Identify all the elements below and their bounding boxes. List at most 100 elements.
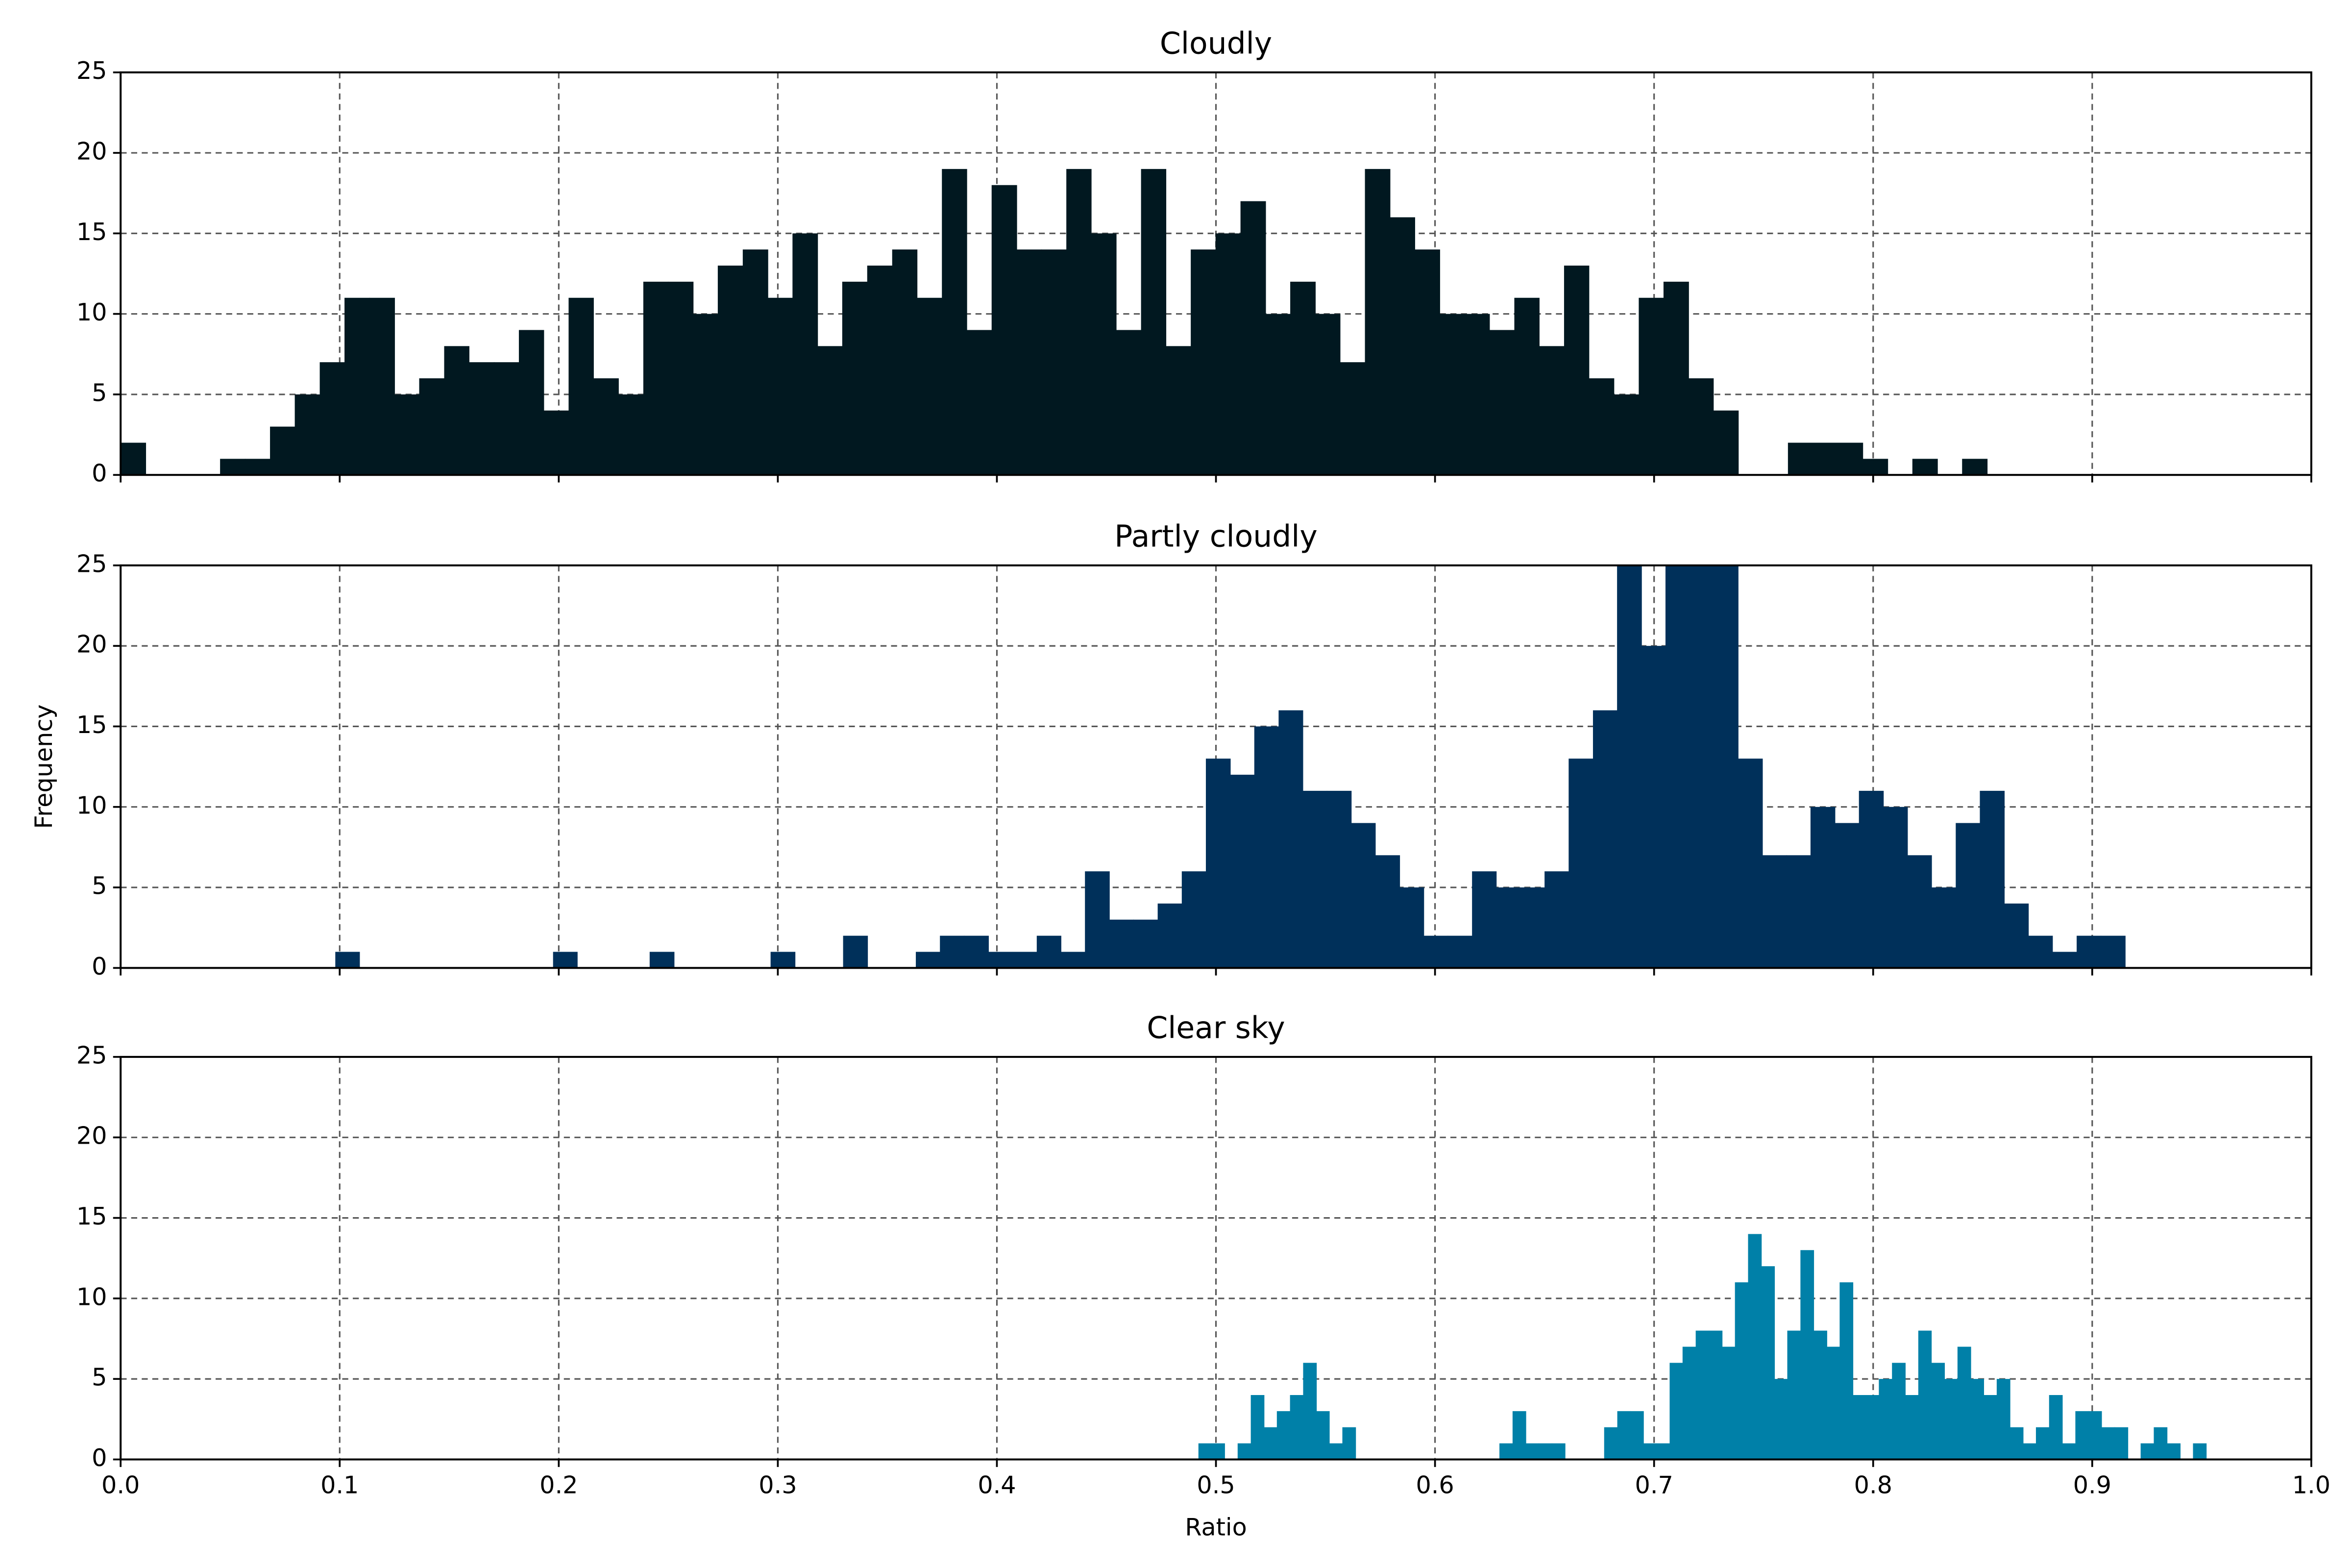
bar [1254, 726, 1279, 968]
subplot: Cloudly 0 5 10 15 20 25 [76, 25, 2312, 488]
bar [2004, 903, 2029, 968]
bar [1980, 790, 2005, 968]
bar [1690, 565, 1715, 968]
bar [1198, 1443, 1212, 1460]
bar [1211, 1443, 1225, 1460]
bar [1813, 442, 1838, 475]
y-tick-label: 10 [76, 298, 107, 326]
y-tick-label: 5 [92, 378, 107, 407]
bar [1061, 952, 1086, 968]
bar [1525, 1443, 1540, 1460]
bar [1788, 442, 1813, 475]
subplot-title: Cloudly [1160, 25, 1272, 61]
y-tick-label: 10 [76, 791, 107, 819]
bar [1838, 442, 1863, 475]
bar [1996, 1379, 2010, 1460]
bar [444, 346, 469, 475]
bar [1862, 459, 1888, 475]
bar [1447, 935, 1473, 968]
subplot: Clear sky Ratio 0 5 10 15 20 25 0.0 0.1 0.2 0.3 0.4 0… [76, 1010, 2330, 1542]
x-tick-label: 0.6 [1416, 1470, 1454, 1499]
bar [1663, 281, 1689, 475]
bar [2167, 1443, 2181, 1460]
bar [1551, 1443, 1566, 1460]
bar [1813, 1330, 1827, 1460]
bar [1682, 1347, 1696, 1460]
bar [1656, 1443, 1670, 1460]
bar [369, 297, 395, 475]
bar [2023, 1443, 2036, 1460]
bar [2009, 1427, 2024, 1460]
bar [1499, 1443, 1513, 1460]
x-tick-label: 0.9 [2073, 1470, 2111, 1499]
bar [1617, 565, 1642, 968]
bar [1464, 314, 1490, 475]
bar [394, 394, 420, 475]
bar [1276, 1411, 1291, 1460]
bar [792, 233, 818, 475]
bar [693, 314, 718, 475]
bar [817, 346, 843, 475]
bar [1944, 1379, 1958, 1460]
bar [1278, 710, 1303, 968]
bar [916, 952, 941, 968]
bar [1786, 855, 1811, 968]
bars [121, 169, 1988, 475]
bar [1215, 233, 1241, 475]
y-tick-label: 10 [76, 1282, 107, 1311]
bar [1085, 871, 1110, 968]
plot-frame [120, 71, 2312, 476]
y-axis-label: Frequency [29, 704, 58, 829]
subplot: Partly cloudly Frequency 0 5 10 15 20 25 [29, 519, 2312, 980]
bar [1512, 1411, 1526, 1460]
bar [1774, 1379, 1788, 1460]
bar [1617, 1411, 1631, 1460]
bar [518, 330, 544, 475]
bar [1931, 887, 1957, 968]
bar [1931, 1363, 1945, 1460]
bar [1041, 249, 1067, 475]
y-tick-label: 25 [76, 56, 107, 85]
bar [1141, 169, 1167, 475]
bar [717, 266, 743, 475]
bar [2077, 935, 2102, 968]
bar [568, 297, 594, 475]
bar [1326, 790, 1352, 968]
bar [2062, 1443, 2076, 1460]
bar [1264, 1427, 1277, 1460]
x-tick-label: 0.3 [759, 1470, 797, 1499]
bar [1735, 1282, 1749, 1460]
bar [1016, 249, 1042, 475]
bar [1303, 1363, 1317, 1460]
bar [1918, 1330, 1932, 1460]
bar [1399, 887, 1424, 968]
bar [1709, 1330, 1723, 1460]
bar [1826, 1347, 1840, 1460]
bar [245, 459, 270, 475]
bar [1568, 759, 1593, 968]
bar [1091, 233, 1117, 475]
bar [1539, 346, 1565, 475]
bar [1879, 1379, 1893, 1460]
bar [649, 952, 675, 968]
bar [1237, 1443, 1251, 1460]
y-tick-label: 20 [76, 137, 107, 165]
bar [1669, 1363, 1683, 1460]
bar [940, 935, 965, 968]
bar [1329, 1443, 1343, 1460]
bar [1641, 646, 1666, 968]
bar [344, 297, 370, 475]
bar [1181, 871, 1206, 968]
bar [1109, 919, 1134, 968]
bar [1957, 1347, 1971, 1460]
bar [1539, 1443, 1552, 1460]
bar [668, 281, 694, 475]
x-tick-label: 0.4 [978, 1470, 1016, 1499]
bar [892, 249, 918, 475]
bar [1066, 169, 1092, 475]
bar [1415, 249, 1440, 475]
bar [1748, 1234, 1762, 1460]
bar [1630, 1411, 1644, 1460]
bar [1520, 887, 1545, 968]
bar [270, 426, 295, 475]
